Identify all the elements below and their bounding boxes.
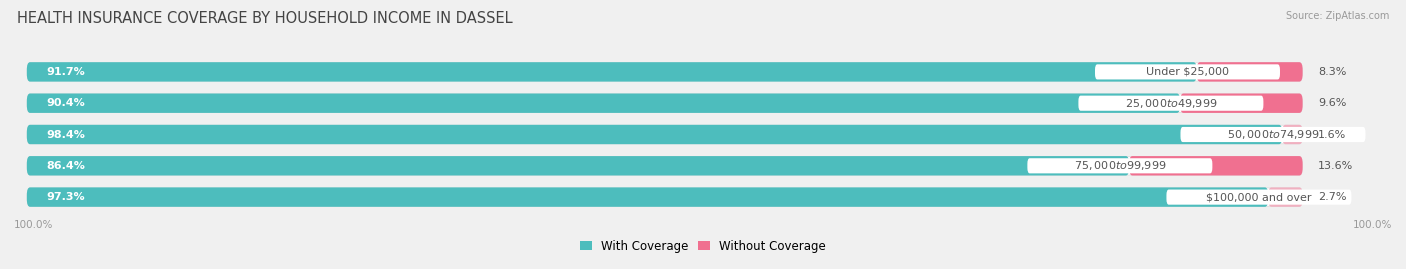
- Text: 86.4%: 86.4%: [46, 161, 84, 171]
- FancyBboxPatch shape: [27, 125, 1282, 144]
- Text: $100,000 and over: $100,000 and over: [1206, 192, 1312, 202]
- FancyBboxPatch shape: [31, 94, 1299, 112]
- FancyBboxPatch shape: [1282, 125, 1302, 144]
- Text: 90.4%: 90.4%: [46, 98, 84, 108]
- FancyBboxPatch shape: [1129, 156, 1302, 175]
- Text: 13.6%: 13.6%: [1317, 161, 1353, 171]
- FancyBboxPatch shape: [1078, 95, 1264, 111]
- FancyBboxPatch shape: [31, 157, 1299, 175]
- FancyBboxPatch shape: [1268, 187, 1302, 207]
- FancyBboxPatch shape: [1181, 127, 1365, 142]
- Text: HEALTH INSURANCE COVERAGE BY HOUSEHOLD INCOME IN DASSEL: HEALTH INSURANCE COVERAGE BY HOUSEHOLD I…: [17, 11, 513, 26]
- FancyBboxPatch shape: [27, 62, 1302, 82]
- Text: 1.6%: 1.6%: [1317, 129, 1346, 140]
- FancyBboxPatch shape: [27, 187, 1302, 207]
- Text: 91.7%: 91.7%: [46, 67, 84, 77]
- FancyBboxPatch shape: [1095, 64, 1279, 79]
- Text: $75,000 to $99,999: $75,000 to $99,999: [1074, 159, 1166, 172]
- FancyBboxPatch shape: [27, 94, 1180, 113]
- FancyBboxPatch shape: [31, 188, 1299, 206]
- FancyBboxPatch shape: [31, 63, 1299, 81]
- FancyBboxPatch shape: [27, 187, 1268, 207]
- Text: 98.4%: 98.4%: [46, 129, 84, 140]
- FancyBboxPatch shape: [1028, 158, 1212, 174]
- Text: 97.3%: 97.3%: [46, 192, 84, 202]
- Text: Source: ZipAtlas.com: Source: ZipAtlas.com: [1285, 11, 1389, 21]
- FancyBboxPatch shape: [1167, 190, 1351, 205]
- Text: $25,000 to $49,999: $25,000 to $49,999: [1125, 97, 1218, 110]
- FancyBboxPatch shape: [27, 94, 1302, 113]
- Legend: With Coverage, Without Coverage: With Coverage, Without Coverage: [579, 240, 827, 253]
- Text: 100.0%: 100.0%: [1353, 220, 1392, 230]
- Text: 8.3%: 8.3%: [1317, 67, 1347, 77]
- FancyBboxPatch shape: [31, 126, 1299, 143]
- FancyBboxPatch shape: [27, 62, 1197, 82]
- FancyBboxPatch shape: [1197, 62, 1302, 82]
- FancyBboxPatch shape: [27, 156, 1302, 175]
- Text: Under $25,000: Under $25,000: [1146, 67, 1229, 77]
- FancyBboxPatch shape: [27, 125, 1302, 144]
- Text: 100.0%: 100.0%: [14, 220, 53, 230]
- Text: 9.6%: 9.6%: [1317, 98, 1347, 108]
- FancyBboxPatch shape: [1180, 94, 1302, 113]
- Text: 2.7%: 2.7%: [1317, 192, 1347, 202]
- Text: $50,000 to $74,999: $50,000 to $74,999: [1226, 128, 1319, 141]
- FancyBboxPatch shape: [27, 156, 1129, 175]
